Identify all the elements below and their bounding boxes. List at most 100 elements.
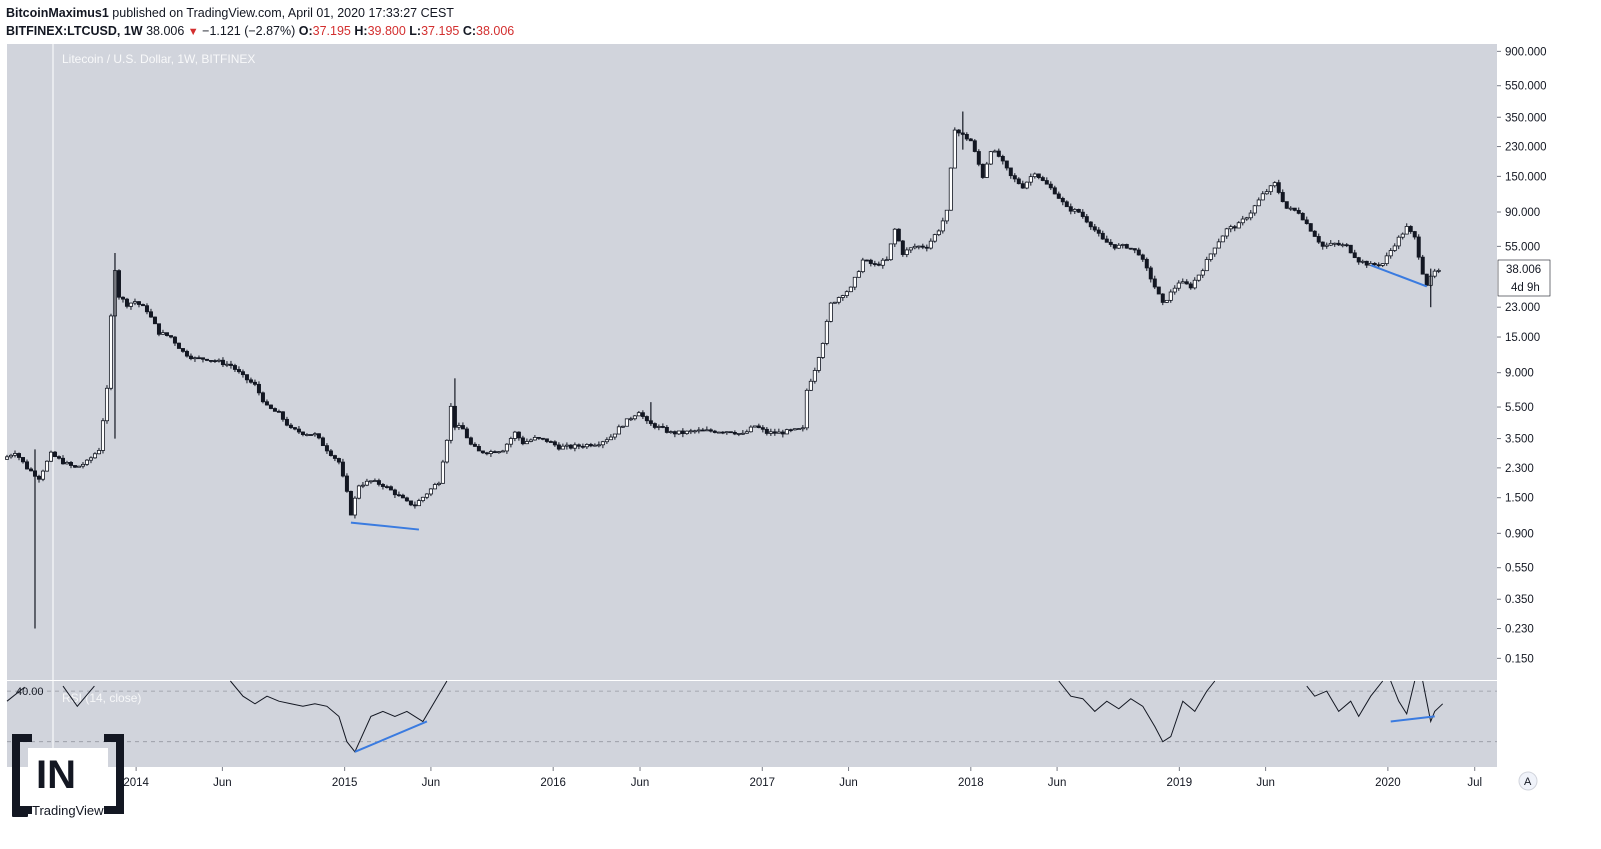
candle-body (1204, 259, 1209, 272)
candle-body (1116, 244, 1121, 249)
candle-body (800, 427, 805, 430)
candle-body (1048, 183, 1053, 189)
candle-body (1004, 160, 1009, 169)
time-tick-label: Jun (213, 777, 232, 789)
candle-body (1060, 197, 1065, 203)
candle-body (168, 335, 173, 338)
candle-body (1080, 211, 1085, 217)
candle-body (752, 425, 757, 428)
price-change: −1.121 (−2.87%) (202, 24, 296, 38)
candle-body (1196, 274, 1201, 281)
time-axis[interactable] (7, 767, 1497, 797)
candle-body (888, 243, 893, 261)
candle-body (528, 439, 533, 442)
candle-body (1088, 221, 1093, 228)
last-price: 38.006 (146, 24, 185, 38)
rsi-line (1422, 680, 1444, 724)
candle-body (8, 454, 13, 458)
candle-body (316, 433, 321, 439)
candle-body (556, 444, 561, 450)
candle-body (1224, 228, 1229, 237)
candle-body (444, 439, 449, 463)
candle-body (312, 433, 317, 436)
candle-body (740, 432, 745, 435)
candle-body (1404, 226, 1409, 235)
candle-body (144, 305, 149, 313)
candle-body (260, 392, 265, 403)
candle-body (584, 444, 589, 448)
candle-body (240, 371, 245, 376)
candle-body (248, 379, 253, 383)
candle-body (320, 437, 325, 447)
candle-body (492, 451, 497, 454)
candle-body (188, 355, 193, 360)
tradingview-brand[interactable]: TradingView (12, 803, 104, 818)
candle-body (744, 431, 749, 434)
candle-body (732, 431, 737, 435)
auto-scale-label[interactable]: A (1524, 776, 1532, 788)
candle-body (200, 357, 205, 360)
candle-body (804, 389, 809, 429)
candle-body (392, 489, 397, 496)
candle-body (816, 357, 821, 371)
candle-body (1288, 207, 1293, 210)
price-tick-label: 5.500 (1505, 402, 1534, 414)
candle-body (1424, 273, 1429, 286)
time-tick-label: Jun (1256, 777, 1275, 789)
candle-body (984, 163, 989, 178)
candle-body (652, 423, 657, 428)
price-badge-value: 38.006 (1506, 264, 1541, 276)
price-axis[interactable] (1497, 44, 1567, 767)
candle-body (868, 259, 873, 264)
candle-body (108, 315, 113, 389)
auto-scale-button[interactable] (1518, 771, 1538, 791)
candle-body (1408, 226, 1413, 232)
candle-body (644, 416, 649, 422)
candle-body (1276, 182, 1281, 193)
candle-body (1332, 242, 1337, 245)
candle-body (1128, 247, 1133, 250)
candle-body (1384, 255, 1389, 265)
candle-body (880, 259, 885, 266)
candle-body (1056, 193, 1061, 199)
candle-body (364, 480, 369, 486)
candle-body (1272, 182, 1277, 187)
candle-body (776, 431, 781, 434)
candle-body (1208, 253, 1213, 260)
candle-body (688, 430, 693, 433)
price-tick-label: 0.900 (1505, 528, 1534, 540)
candle-body (1284, 201, 1289, 209)
candle-body (504, 443, 509, 452)
candle-body (936, 230, 941, 236)
candle-body (548, 441, 553, 443)
author-name[interactable]: BitcoinMaximus1 (6, 6, 109, 20)
candle-body (1032, 173, 1037, 178)
candle-body (436, 482, 441, 485)
price-tick-label: 15.000 (1505, 332, 1540, 344)
candle-body (1052, 187, 1057, 195)
price-pane[interactable] (7, 44, 1497, 680)
price-tick-label: 0.230 (1505, 624, 1534, 636)
price-tick-label: 230.000 (1505, 142, 1547, 154)
candle-body (432, 484, 437, 490)
candle-body (1084, 216, 1089, 223)
candle-body (904, 249, 909, 255)
rsi-pane[interactable] (7, 681, 1497, 767)
candle-body (5, 456, 10, 460)
candle-body (1124, 244, 1129, 249)
candle-body (440, 461, 445, 484)
candle-body (692, 430, 697, 433)
candle-body (464, 428, 469, 439)
rsi-legend: RSI (14, close) (62, 691, 141, 705)
candle-body (796, 428, 801, 431)
candle-body (1028, 176, 1033, 183)
price-tick-label: 55.000 (1505, 241, 1540, 253)
candle-body (712, 430, 717, 433)
candle-body (664, 426, 669, 433)
candle-body (1412, 231, 1417, 238)
time-tick-label: Jun (422, 777, 441, 789)
candle-body (396, 494, 401, 497)
price-tick-label: 0.350 (1505, 594, 1534, 606)
candle-body (156, 323, 161, 335)
